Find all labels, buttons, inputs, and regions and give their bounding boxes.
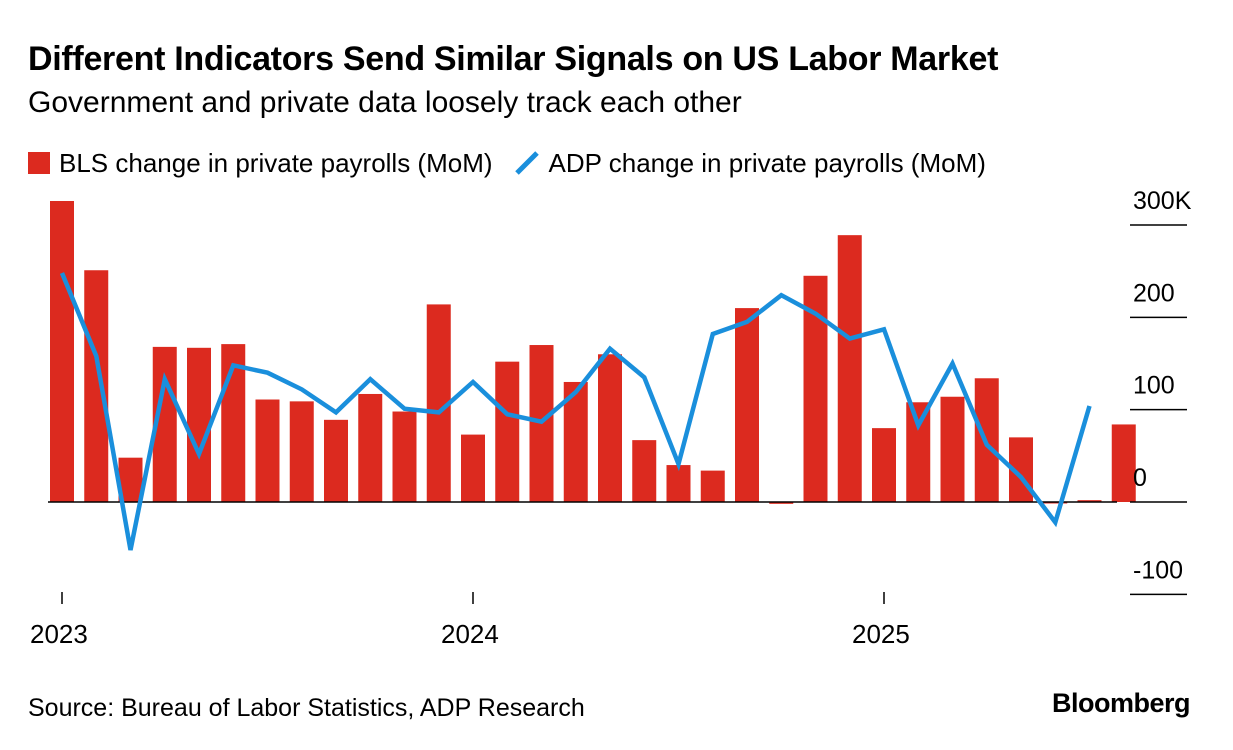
bar-2023-02: [84, 270, 109, 502]
bar-2024-12: [837, 235, 862, 502]
bar-2024-06: [632, 440, 657, 502]
legend-label-bls: BLS change in private payrolls (MoM): [59, 147, 493, 178]
bar-2024-07: [666, 465, 691, 502]
bar-2025-08: [1111, 424, 1136, 502]
x-tick-label-2024: 2024: [441, 619, 499, 649]
bar-2024-10: [769, 502, 794, 504]
bar-2023-08: [289, 401, 314, 502]
y-tick-label-0: 0: [1133, 464, 1147, 492]
bar-2025-07: [1077, 500, 1102, 502]
bar-2024-02: [495, 361, 520, 502]
y-tick-label-200: 200: [1133, 279, 1175, 307]
bar-2023-05: [187, 347, 211, 502]
legend-bar-swatch: [28, 152, 50, 174]
source-note: Source: Bureau of Labor Statistics, ADP …: [28, 694, 585, 722]
bar-2023-11: [392, 411, 417, 502]
bar-2023-09: [324, 419, 348, 502]
legend-label-adp: ADP change in private payrolls (MoM): [548, 147, 986, 178]
bar-2025-03: [940, 396, 965, 502]
bar-2024-05: [598, 354, 622, 502]
bar-2023-07: [255, 399, 280, 502]
bar-2023-01: [50, 200, 74, 502]
bar-2024-08: [700, 470, 725, 502]
y-tick-label-300K: 300K: [1133, 187, 1192, 215]
x-tick-label-2023: 2023: [30, 619, 88, 649]
x-tick-label-2025: 2025: [852, 619, 910, 649]
bar-2025-02: [906, 402, 931, 502]
legend-item-adp: ADP change in private payrolls (MoM): [513, 148, 986, 179]
chart-title: Different Indicators Send Similar Signal…: [28, 40, 999, 78]
chart-subtitle: Government and private data loosely trac…: [28, 86, 742, 119]
bar-2025-01: [872, 428, 896, 502]
bar-2024-09: [735, 308, 759, 502]
bar-2024-01: [461, 434, 485, 502]
legend-item-bls: BLS change in private payrolls (MoM): [28, 148, 493, 179]
y-tick-label-100: 100: [1133, 372, 1175, 400]
legend: BLS change in private payrolls (MoM) ADP…: [28, 146, 1006, 180]
legend-line-swatch: [514, 151, 539, 175]
adp-line: [59, 272, 1092, 551]
y-tick-label--100: -100: [1133, 556, 1183, 584]
bloomberg-logo: Bloomberg: [1052, 688, 1191, 718]
bar-2023-10: [358, 393, 383, 502]
